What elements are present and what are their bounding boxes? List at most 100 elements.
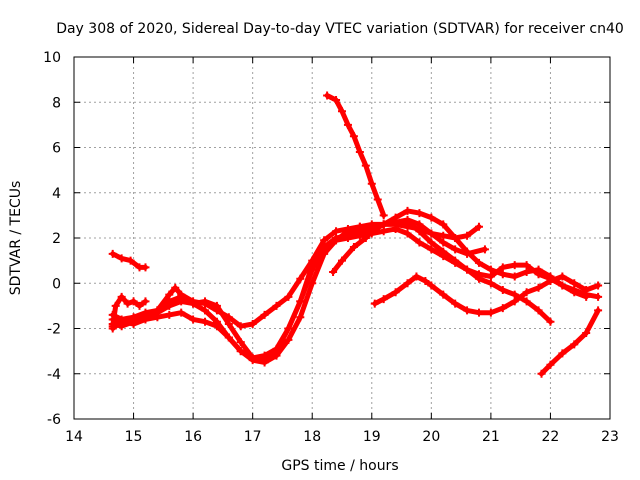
y-tick-label: 0 xyxy=(52,276,61,292)
data-point xyxy=(403,215,412,224)
data-point xyxy=(349,243,358,252)
y-axis-label: SDTVAR / TECUs xyxy=(8,181,24,296)
data-point xyxy=(189,299,198,308)
data-point xyxy=(570,279,579,288)
data-point xyxy=(343,120,352,129)
x-tick-label: 15 xyxy=(125,429,143,445)
data-point xyxy=(415,238,424,247)
data-point xyxy=(165,290,174,299)
data-point xyxy=(165,310,174,319)
data-point xyxy=(582,292,591,301)
axes: 14 15 16 17 18 19 20 21 22 23 -6 -4 -2 0 2 4 6 8 10 xyxy=(43,50,619,445)
x-tick-label: 18 xyxy=(303,429,321,445)
data-point xyxy=(201,317,210,326)
data-point xyxy=(323,91,332,100)
data-point xyxy=(111,301,120,310)
data-point xyxy=(427,245,436,254)
data-point xyxy=(427,281,436,290)
data-point xyxy=(558,281,567,290)
data-point xyxy=(486,265,495,274)
series-track-j xyxy=(537,306,603,378)
data-point xyxy=(129,297,138,306)
data-point xyxy=(558,272,567,281)
data-point xyxy=(403,206,412,215)
data-point xyxy=(534,283,543,292)
data-point xyxy=(391,288,400,297)
data-point xyxy=(189,315,198,324)
data-point xyxy=(126,256,135,265)
data-point xyxy=(415,227,424,236)
data-point xyxy=(123,299,132,308)
data-point xyxy=(391,213,400,222)
data-point xyxy=(108,315,117,324)
data-point xyxy=(510,261,519,270)
data-point xyxy=(391,224,400,233)
data-point xyxy=(510,290,519,299)
series-track-h xyxy=(329,206,591,301)
data-point xyxy=(439,290,448,299)
series-track-i xyxy=(370,272,603,317)
data-point xyxy=(451,299,460,308)
data-point xyxy=(320,236,329,245)
x-tick-label: 23 xyxy=(601,429,619,445)
data-point xyxy=(412,272,421,281)
data-point xyxy=(141,297,150,306)
data-point xyxy=(332,227,341,236)
x-tick-label: 17 xyxy=(244,429,262,445)
data-point xyxy=(510,272,519,281)
data-point xyxy=(212,301,221,310)
data-point xyxy=(498,270,507,279)
data-point xyxy=(284,335,293,344)
data-point xyxy=(224,319,233,328)
data-point xyxy=(480,245,489,254)
data-point xyxy=(343,231,352,240)
data-point xyxy=(165,297,174,306)
data-point xyxy=(284,292,293,301)
data-point xyxy=(272,347,281,356)
data-point xyxy=(361,161,370,170)
data-point xyxy=(260,310,269,319)
data-point xyxy=(379,220,388,229)
data-point xyxy=(108,249,117,258)
data-point xyxy=(308,265,317,274)
y-tick-label: -6 xyxy=(47,412,61,428)
data-point xyxy=(177,292,186,301)
data-point xyxy=(296,297,305,306)
y-tick-label: 6 xyxy=(52,141,61,157)
data-point xyxy=(594,281,603,290)
data-point xyxy=(570,340,579,349)
data-point xyxy=(486,308,495,317)
y-tick-label: -4 xyxy=(47,367,61,383)
data-point xyxy=(135,301,144,310)
data-point xyxy=(546,276,555,285)
y-tick-label: 10 xyxy=(43,50,61,66)
data-point xyxy=(474,308,483,317)
data-point xyxy=(236,322,245,331)
y-tick-label: 2 xyxy=(52,231,61,247)
data-point xyxy=(537,369,546,378)
data-point xyxy=(108,324,117,333)
data-point xyxy=(379,295,388,304)
series-line xyxy=(110,219,553,365)
data-point xyxy=(129,319,138,328)
data-point xyxy=(338,107,346,116)
data-point xyxy=(463,231,472,240)
data-point xyxy=(582,286,591,295)
data-point xyxy=(373,195,382,204)
x-tick-label: 14 xyxy=(65,429,83,445)
data-point xyxy=(248,353,257,362)
plot-frame xyxy=(73,56,611,420)
data-point xyxy=(463,306,472,315)
data-point xyxy=(594,292,603,301)
data-point xyxy=(296,274,305,283)
grid xyxy=(74,57,610,419)
series-line xyxy=(539,307,601,377)
series-group xyxy=(108,91,603,378)
data-point xyxy=(379,227,388,236)
data-point xyxy=(486,272,495,281)
data-point xyxy=(367,179,376,188)
data-point xyxy=(474,274,483,283)
data-point xyxy=(546,360,555,369)
data-point xyxy=(367,227,376,236)
chart-title: Day 308 of 2020, Sidereal Day-to-day VTE… xyxy=(56,21,624,37)
